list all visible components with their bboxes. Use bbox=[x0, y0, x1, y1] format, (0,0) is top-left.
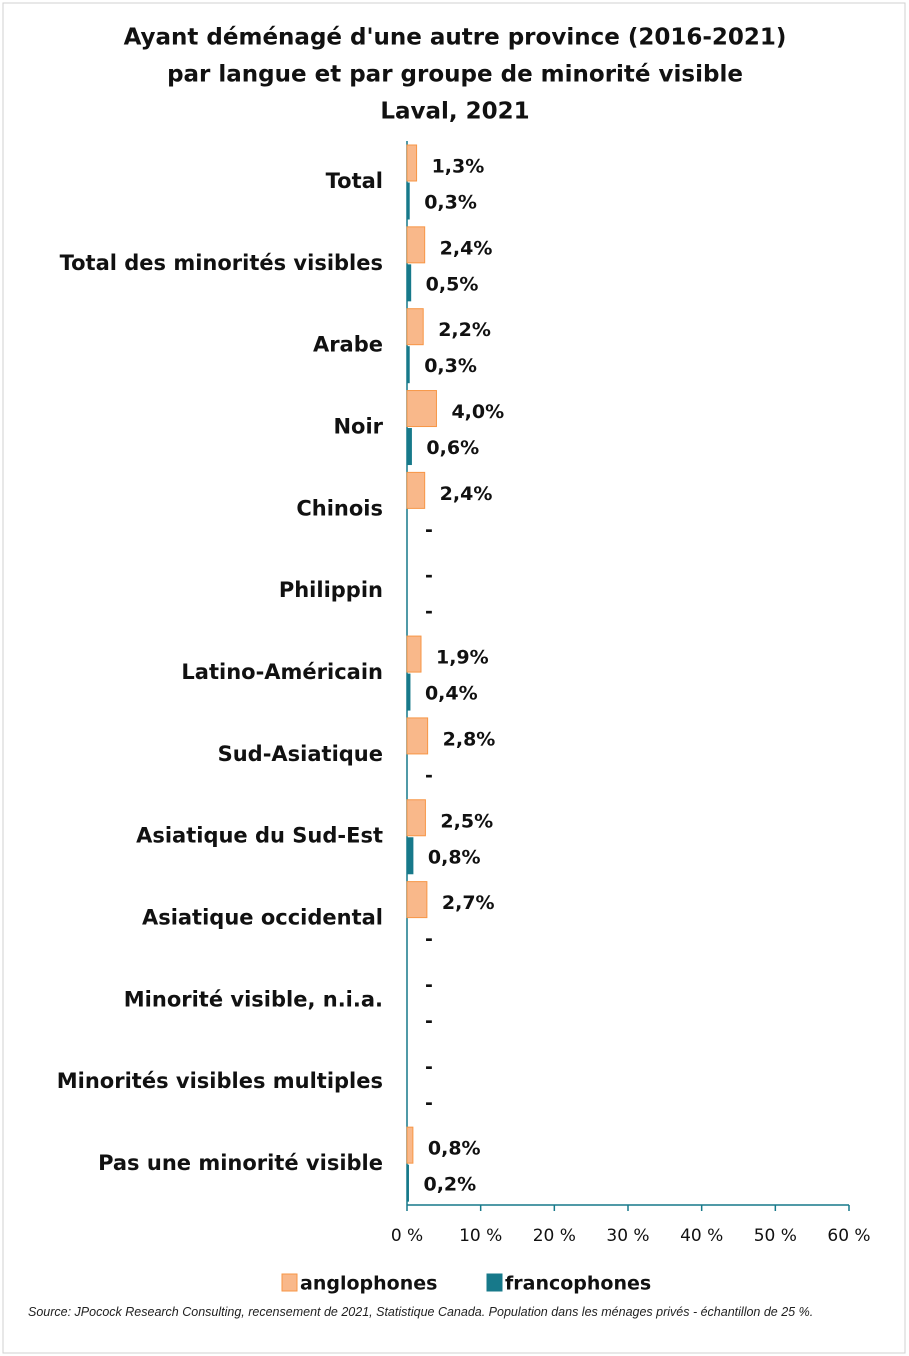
category-label: Philippin bbox=[279, 578, 383, 602]
bar bbox=[406, 1164, 409, 1202]
x-tick-label: 20 % bbox=[533, 1226, 576, 1246]
value-label: - bbox=[425, 928, 433, 950]
category-label: Noir bbox=[333, 414, 383, 438]
bar bbox=[406, 837, 414, 875]
bar bbox=[406, 635, 422, 673]
value-label: 0,8% bbox=[428, 846, 481, 868]
category-label: Minorité visible, n.i.a. bbox=[124, 987, 383, 1011]
x-tick-label: 50 % bbox=[754, 1226, 797, 1246]
bar bbox=[406, 390, 437, 428]
chart-title: Ayant déménagé d'une autre province (201… bbox=[124, 25, 787, 51]
bar bbox=[406, 717, 429, 755]
value-label: 4,0% bbox=[451, 401, 504, 423]
bar bbox=[406, 182, 410, 220]
bar bbox=[406, 1126, 414, 1164]
value-label: 2,4% bbox=[440, 237, 493, 259]
value-label: - bbox=[425, 764, 433, 786]
value-label: 2,4% bbox=[440, 483, 493, 505]
legend-swatch bbox=[486, 1273, 503, 1292]
category-label: Sud-Asiatique bbox=[218, 742, 383, 766]
category-label: Chinois bbox=[296, 496, 383, 520]
category-label: Pas une minorité visible bbox=[98, 1151, 383, 1175]
category-label: Asiatique occidental bbox=[142, 906, 383, 930]
x-tick-label: 40 % bbox=[680, 1226, 723, 1246]
bar bbox=[406, 799, 426, 837]
value-label: 2,8% bbox=[443, 728, 496, 750]
category-label: Asiatique du Sud-Est bbox=[136, 824, 383, 848]
value-label: 2,2% bbox=[438, 319, 491, 341]
category-label: Total des minorités visibles bbox=[60, 251, 383, 275]
value-label: - bbox=[425, 1092, 433, 1114]
legend-swatch bbox=[281, 1273, 298, 1292]
bar bbox=[406, 264, 412, 302]
bar bbox=[406, 308, 424, 346]
value-label: 0,5% bbox=[426, 273, 479, 295]
x-tick-label: 10 % bbox=[459, 1226, 502, 1246]
bar bbox=[406, 881, 428, 919]
value-label: 1,9% bbox=[436, 647, 489, 669]
source: Source: JPocock Research Consulting, rec… bbox=[28, 1305, 814, 1319]
category-label: Total bbox=[326, 169, 383, 193]
value-label: 0,3% bbox=[424, 355, 477, 377]
value-label: 1,3% bbox=[432, 156, 485, 178]
bar bbox=[406, 673, 411, 711]
chart-title: par langue et par groupe de minorité vis… bbox=[167, 62, 743, 88]
bar bbox=[406, 226, 426, 264]
category-label: Arabe bbox=[313, 333, 383, 357]
category-label: Minorités visibles multiples bbox=[57, 1069, 383, 1093]
bar bbox=[406, 428, 412, 466]
value-label: - bbox=[425, 1056, 433, 1078]
x-tick-label: 60 % bbox=[827, 1226, 870, 1246]
value-label: - bbox=[425, 519, 433, 541]
value-label: 0,6% bbox=[426, 437, 479, 459]
value-label: - bbox=[425, 974, 433, 996]
bar bbox=[406, 144, 418, 182]
category-label: Latino-Américain bbox=[181, 660, 383, 684]
x-tick-label: 30 % bbox=[606, 1226, 649, 1246]
x-tick-label: 0 % bbox=[391, 1226, 423, 1246]
value-label: 0,4% bbox=[425, 683, 478, 705]
value-label: 2,5% bbox=[440, 810, 493, 832]
value-label: 2,7% bbox=[442, 892, 495, 914]
legend-label: francophones bbox=[505, 1273, 651, 1295]
bar bbox=[406, 346, 410, 384]
value-label: - bbox=[425, 601, 433, 623]
chart-title: Laval, 2021 bbox=[380, 99, 529, 125]
value-label: 0,8% bbox=[428, 1138, 481, 1160]
bar bbox=[406, 471, 426, 509]
value-label: - bbox=[425, 565, 433, 587]
value-label: - bbox=[425, 1010, 433, 1032]
legend-label: anglophones bbox=[300, 1273, 437, 1295]
value-label: 0,3% bbox=[424, 192, 477, 214]
value-label: 0,2% bbox=[423, 1174, 476, 1196]
